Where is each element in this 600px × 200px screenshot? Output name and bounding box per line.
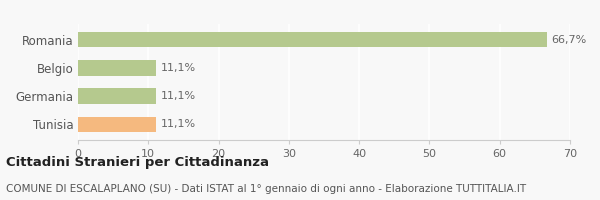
Legend: Europa, Africa: Europa, Africa (258, 0, 390, 2)
Text: Cittadini Stranieri per Cittadinanza: Cittadini Stranieri per Cittadinanza (6, 156, 269, 169)
Bar (78, 32, 547, 47)
Text: 11,1%: 11,1% (161, 91, 196, 101)
Text: 66,7%: 66,7% (552, 35, 587, 45)
Text: 11,1%: 11,1% (161, 119, 196, 129)
Bar (78, 60, 156, 76)
Bar (78, 88, 156, 104)
Text: COMUNE DI ESCALAPLANO (SU) - Dati ISTAT al 1° gennaio di ogni anno - Elaborazion: COMUNE DI ESCALAPLANO (SU) - Dati ISTAT … (6, 184, 526, 194)
Bar (78, 117, 156, 132)
Text: 11,1%: 11,1% (161, 63, 196, 73)
